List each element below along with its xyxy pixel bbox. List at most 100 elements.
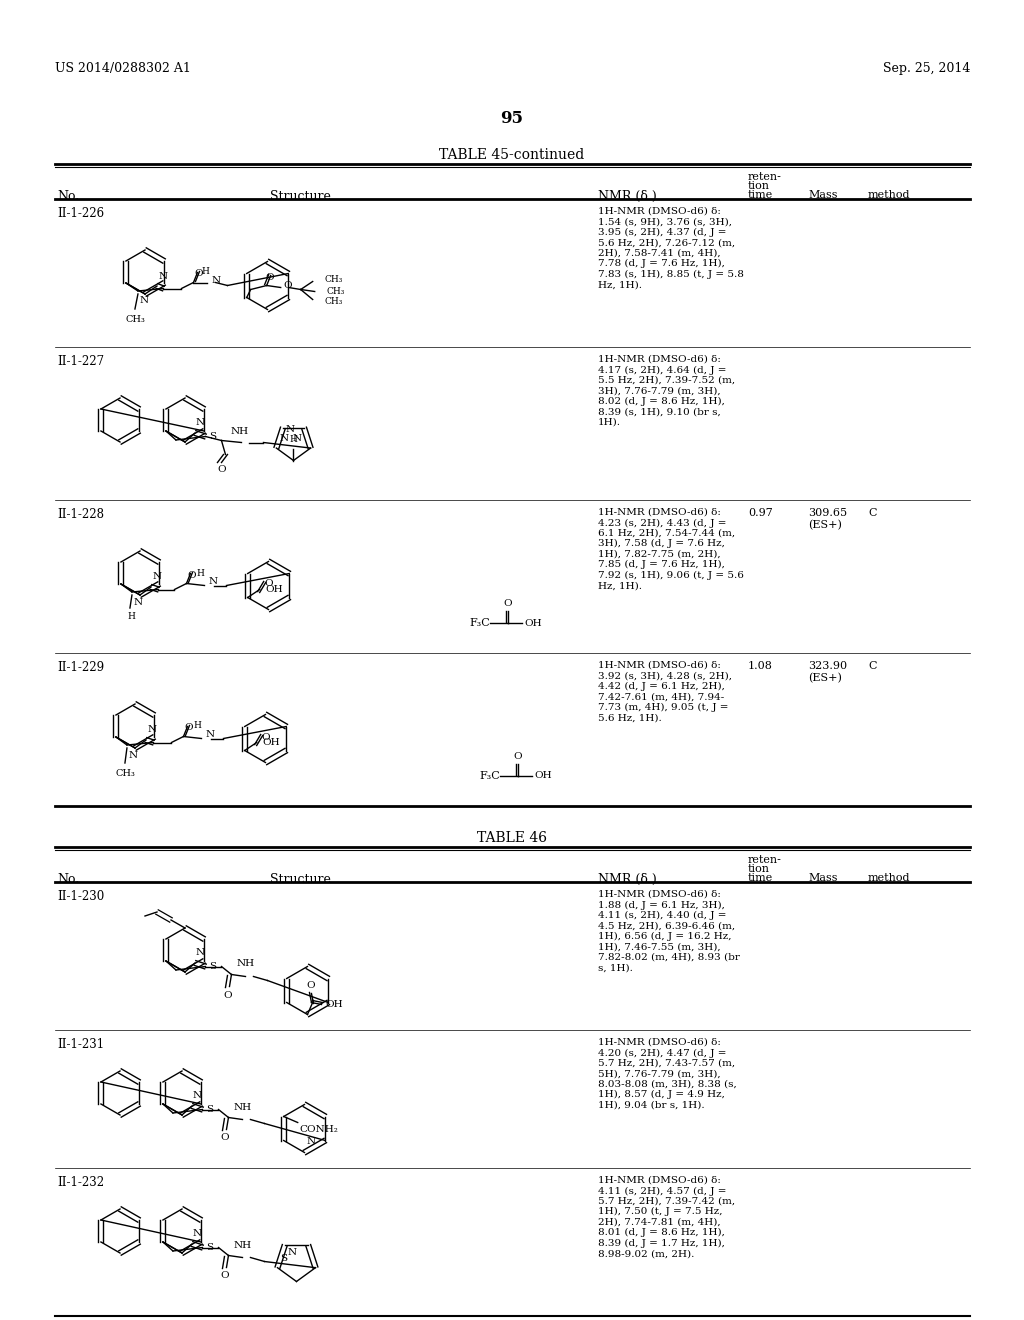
Text: N: N xyxy=(129,751,138,760)
Text: 1H-NMR (DMSO-d6) δ:
4.20 (s, 2H), 4.47 (d, J =
5.7 Hz, 2H), 7.43-7.57 (m,
5H), 7: 1H-NMR (DMSO-d6) δ: 4.20 (s, 2H), 4.47 (… xyxy=(598,1038,736,1110)
Text: 1H-NMR (DMSO-d6) δ:
4.23 (s, 2H), 4.43 (d, J =
6.1 Hz, 2H), 7.54-7.44 (m,
3H), 7: 1H-NMR (DMSO-d6) δ: 4.23 (s, 2H), 4.43 (… xyxy=(598,508,743,590)
Text: II-1-226: II-1-226 xyxy=(57,207,104,220)
Text: O: O xyxy=(220,1271,228,1280)
Text: O: O xyxy=(504,599,512,609)
Text: S: S xyxy=(210,962,217,972)
Text: 1H-NMR (DMSO-d6) δ:
1.54 (s, 9H), 3.76 (s, 3H),
3.95 (s, 2H), 4.37 (d, J =
5.6 H: 1H-NMR (DMSO-d6) δ: 1.54 (s, 9H), 3.76 (… xyxy=(598,207,743,289)
Text: N: N xyxy=(159,272,168,281)
Text: N: N xyxy=(206,730,215,739)
Text: 309.65
(ES+): 309.65 (ES+) xyxy=(808,508,847,529)
Text: OH: OH xyxy=(524,619,542,627)
Text: CH₃: CH₃ xyxy=(125,315,144,323)
Text: S: S xyxy=(210,432,217,441)
Text: O: O xyxy=(187,570,196,579)
Text: 323.90
(ES+): 323.90 (ES+) xyxy=(808,661,847,682)
Text: II-1-232: II-1-232 xyxy=(57,1176,104,1189)
Text: O: O xyxy=(264,579,273,589)
Text: method: method xyxy=(868,873,910,883)
Text: NMR (δ ): NMR (δ ) xyxy=(598,190,656,203)
Text: O: O xyxy=(284,281,292,290)
Text: NH: NH xyxy=(237,960,255,969)
Text: 1H-NMR (DMSO-d6) δ:
4.11 (s, 2H), 4.57 (d, J =
5.7 Hz, 2H), 7.39-7.42 (m,
1H), 7: 1H-NMR (DMSO-d6) δ: 4.11 (s, 2H), 4.57 (… xyxy=(598,1176,735,1258)
Text: N: N xyxy=(153,572,162,581)
Text: OH: OH xyxy=(326,1001,343,1008)
Text: 1H-NMR (DMSO-d6) δ:
1.88 (d, J = 6.1 Hz, 3H),
4.11 (s, 2H), 4.40 (d, J =
4.5 Hz,: 1H-NMR (DMSO-d6) δ: 1.88 (d, J = 6.1 Hz,… xyxy=(598,890,740,973)
Text: O: O xyxy=(220,1134,228,1143)
Text: CH₃: CH₃ xyxy=(325,297,343,306)
Text: N: N xyxy=(196,948,205,957)
Text: reten-: reten- xyxy=(748,855,782,865)
Text: N: N xyxy=(306,1138,315,1147)
Text: No.: No. xyxy=(57,190,79,203)
Text: H: H xyxy=(197,569,205,578)
Text: CH₃: CH₃ xyxy=(325,275,343,284)
Text: O: O xyxy=(217,466,225,474)
Text: Mass: Mass xyxy=(808,190,838,201)
Text: 1.08: 1.08 xyxy=(748,661,773,671)
Text: NH: NH xyxy=(230,426,249,436)
Text: O: O xyxy=(514,752,522,762)
Text: N: N xyxy=(209,577,217,586)
Text: O: O xyxy=(184,723,193,733)
Text: Sep. 25, 2014: Sep. 25, 2014 xyxy=(883,62,970,75)
Text: C: C xyxy=(868,661,877,671)
Text: tion: tion xyxy=(748,865,770,874)
Text: II-1-228: II-1-228 xyxy=(57,508,104,521)
Text: US 2014/0288302 A1: US 2014/0288302 A1 xyxy=(55,62,190,75)
Text: S: S xyxy=(207,1243,214,1251)
Text: II-1-227: II-1-227 xyxy=(57,355,104,368)
Text: 1H-NMR (DMSO-d6) δ:
3.92 (s, 3H), 4.28 (s, 2H),
4.42 (d, J = 6.1 Hz, 2H),
7.42-7: 1H-NMR (DMSO-d6) δ: 3.92 (s, 3H), 4.28 (… xyxy=(598,661,732,722)
Text: S: S xyxy=(207,1105,214,1114)
Text: tion: tion xyxy=(748,181,770,191)
Text: OH: OH xyxy=(534,771,552,780)
Text: N: N xyxy=(212,276,220,285)
Text: C: C xyxy=(868,508,877,517)
Text: TABLE 46: TABLE 46 xyxy=(477,832,547,845)
Text: Mass: Mass xyxy=(808,873,838,883)
Text: TABLE 45-continued: TABLE 45-continued xyxy=(439,148,585,162)
Text: OH: OH xyxy=(265,585,284,594)
Text: 95: 95 xyxy=(501,110,523,127)
Text: N: N xyxy=(288,1249,297,1258)
Text: NH: NH xyxy=(233,1102,252,1111)
Text: O: O xyxy=(262,733,270,742)
Text: 1H-NMR (DMSO-d6) δ:
4.17 (s, 2H), 4.64 (d, J =
5.5 Hz, 2H), 7.39-7.52 (m,
3H), 7: 1H-NMR (DMSO-d6) δ: 4.17 (s, 2H), 4.64 (… xyxy=(598,355,735,426)
Text: time: time xyxy=(748,190,773,201)
Text: time: time xyxy=(748,873,773,883)
Text: method: method xyxy=(868,190,910,201)
Text: H: H xyxy=(290,436,297,445)
Text: II-1-229: II-1-229 xyxy=(57,661,104,675)
Text: O: O xyxy=(306,981,314,990)
Text: F₃C: F₃C xyxy=(469,618,490,628)
Text: N: N xyxy=(134,598,143,607)
Text: N: N xyxy=(193,1092,202,1100)
Text: CONH₂: CONH₂ xyxy=(300,1125,339,1134)
Text: N: N xyxy=(293,434,302,444)
Text: II-1-230: II-1-230 xyxy=(57,890,104,903)
Text: H: H xyxy=(194,722,202,730)
Text: 0.97: 0.97 xyxy=(748,508,773,517)
Text: Structure: Structure xyxy=(269,873,331,886)
Text: N: N xyxy=(193,1229,202,1238)
Text: O: O xyxy=(195,269,203,279)
Text: OH: OH xyxy=(263,738,281,747)
Text: NMR (δ ): NMR (δ ) xyxy=(598,873,656,886)
Text: O: O xyxy=(265,272,274,281)
Text: No.: No. xyxy=(57,873,79,886)
Text: N: N xyxy=(148,725,157,734)
Text: F₃C: F₃C xyxy=(479,771,500,781)
Text: CH₃: CH₃ xyxy=(115,770,135,777)
Text: S: S xyxy=(281,1254,288,1263)
Text: II-1-231: II-1-231 xyxy=(57,1038,104,1051)
Text: H: H xyxy=(202,267,210,276)
Text: NH: NH xyxy=(233,1241,252,1250)
Text: N: N xyxy=(196,418,205,426)
Text: reten-: reten- xyxy=(748,172,782,182)
Text: N: N xyxy=(280,434,289,444)
Text: O: O xyxy=(223,990,231,999)
Text: Structure: Structure xyxy=(269,190,331,203)
Text: N: N xyxy=(140,296,150,305)
Text: H: H xyxy=(127,612,135,620)
Text: CH₃: CH₃ xyxy=(327,286,345,296)
Text: N: N xyxy=(286,425,295,434)
